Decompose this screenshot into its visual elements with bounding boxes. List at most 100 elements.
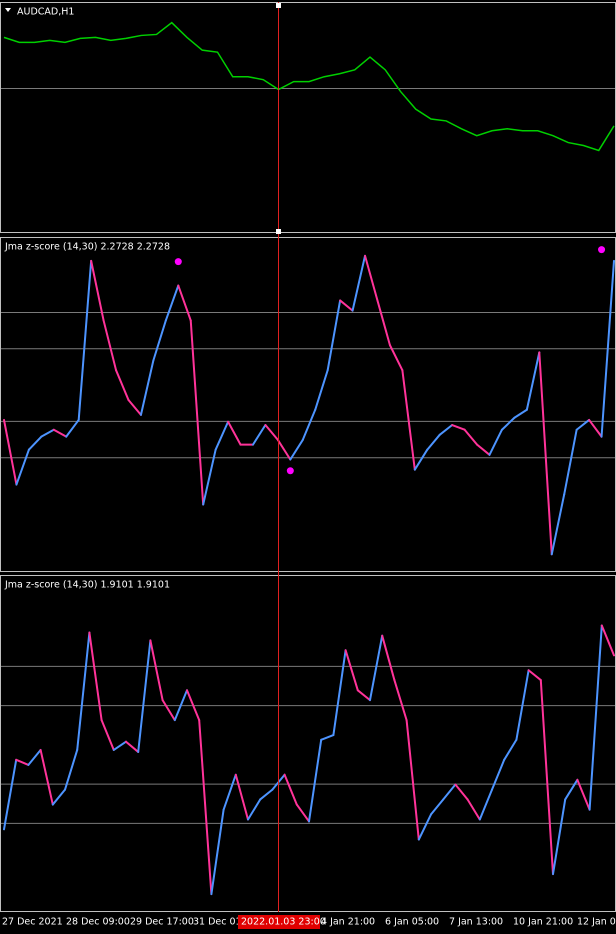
indicator-segment [369, 634, 384, 702]
indicator-segment [430, 798, 445, 816]
indicator-segment [283, 773, 298, 806]
indicator-segment [393, 679, 408, 722]
crosshair-handle [276, 229, 281, 234]
indicator-segment [88, 631, 103, 722]
indicator-segment [476, 443, 491, 456]
indicator-segment [76, 631, 91, 751]
indicator-segment [251, 424, 267, 446]
indicator-segment [234, 773, 249, 821]
indicator-segment [339, 299, 354, 312]
indicator-segment [438, 424, 454, 436]
indicator-segment [222, 773, 237, 811]
indicator-segment [388, 344, 404, 372]
indicator-segment [198, 719, 213, 896]
indicator-segment [137, 639, 152, 753]
indicator-segment [576, 778, 591, 811]
indicator-segment [405, 719, 420, 841]
indicator-segment [214, 420, 230, 451]
indicator-segment [152, 319, 167, 362]
indicator-segment [295, 803, 310, 823]
indicator-segment [417, 813, 432, 841]
indicator-segment [52, 428, 68, 438]
indicator-segment [320, 734, 335, 741]
crosshair-handle [276, 3, 281, 8]
time-label: 10 Jan 21:00 [513, 917, 573, 928]
indicator-segment [259, 788, 274, 801]
indicator-segment [454, 783, 469, 801]
indicator-segment [525, 351, 541, 411]
indicator-segment [478, 788, 493, 821]
time-label: 2022.01.03 23:00 [241, 917, 326, 928]
indicator-segment [102, 319, 118, 372]
indicator-segment [77, 259, 93, 421]
indicator-segment [276, 438, 292, 461]
indicator-segment [64, 748, 79, 791]
indicator-segment [332, 649, 347, 737]
time-label: 6 Jan 05:00 [385, 917, 439, 928]
indicator-segment [500, 416, 516, 431]
time-label: 7 Jan 13:00 [449, 917, 503, 928]
indicator-segment [563, 428, 578, 496]
indicator-segment [127, 398, 142, 416]
time-label: 28 Dec 09:00 [66, 917, 130, 928]
indicator-segment [15, 448, 30, 486]
indicator-segment [344, 649, 359, 692]
indicator-segment [588, 418, 603, 438]
collapse-arrow [5, 8, 11, 12]
indicator-segment [451, 424, 466, 431]
indicator-segment [289, 438, 304, 461]
indicator-segment [3, 758, 18, 831]
indicator-segment [600, 624, 615, 657]
indicator-segment [552, 798, 567, 876]
indicator-segment [550, 493, 566, 556]
time-highlight [238, 915, 320, 929]
indicator-segment [442, 783, 457, 801]
time-label: 31 Dec 01: [193, 917, 245, 928]
indicator-segment [381, 634, 396, 682]
indicator-segment [202, 448, 217, 506]
indicator-segment [264, 424, 279, 441]
indicator-segment [164, 284, 180, 322]
indicator-segment [364, 254, 379, 302]
price-line [3, 21, 615, 152]
indicator-segment [326, 299, 342, 372]
indicator-segment [186, 689, 201, 722]
indicator-segment [189, 319, 205, 506]
signal-dot [598, 246, 606, 254]
indicator-segment [173, 689, 188, 722]
indicator-segment [39, 748, 54, 806]
indicator-segment [491, 758, 506, 791]
indicator-segment [115, 369, 130, 401]
panel-legend: Jma z-score (14,30) 1.9101 1.9101 [4, 580, 170, 591]
indicator-segment [112, 740, 127, 751]
indicator-segment [600, 259, 615, 438]
indicator-segment [426, 433, 441, 451]
indicator-segment [308, 738, 323, 823]
indicator-segment [515, 669, 530, 741]
indicator-segment [463, 428, 479, 446]
indicator-segment [3, 418, 18, 486]
indicator-segment [575, 418, 591, 431]
indicator-segment [27, 435, 43, 451]
indicator-segment [538, 351, 553, 556]
indicator-segment [413, 448, 429, 471]
indicator-segment [401, 369, 416, 471]
indicator-segment [90, 259, 105, 322]
time-label: 29 Dec 17:00 [130, 917, 194, 928]
time-label: 12 Jan 05 [577, 917, 616, 928]
panel-legend: Jma z-score (14,30) 2.2728 2.2728 [4, 242, 170, 253]
indicator-segment [503, 738, 518, 761]
indicator-segment [177, 284, 192, 322]
indicator-segment [27, 748, 42, 766]
panel-legend: AUDCAD,H1 [17, 7, 74, 18]
time-label: 27 Dec 2021 [2, 917, 63, 928]
indicator-segment [564, 778, 579, 801]
indicator-segment [125, 740, 140, 753]
indicator-segment [314, 369, 329, 411]
signal-dot [174, 258, 182, 266]
indicator-segment [513, 408, 528, 419]
indicator-segment [588, 624, 603, 811]
indicator-segment [539, 679, 554, 876]
